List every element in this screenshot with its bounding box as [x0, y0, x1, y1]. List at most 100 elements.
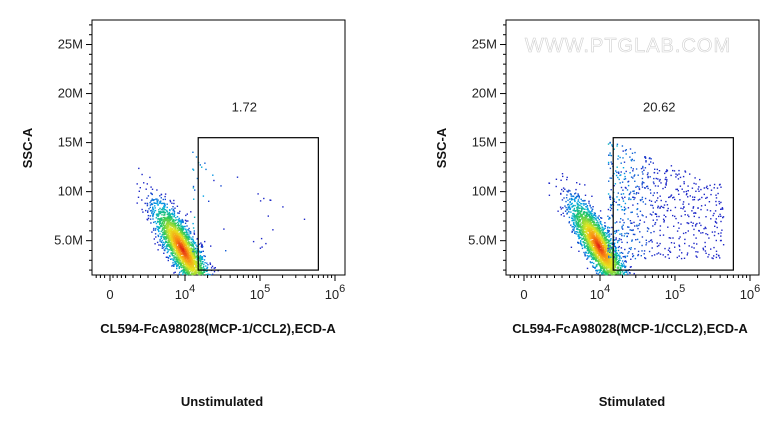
- event-dot: [617, 270, 619, 273]
- event-dot: [159, 202, 162, 204]
- event-dot: [580, 215, 582, 217]
- event-dot: [591, 208, 594, 210]
- event-dot: [647, 187, 649, 190]
- event-dot: [191, 256, 194, 258]
- event-dot: [686, 254, 688, 256]
- event-dot: [630, 229, 633, 231]
- event-dot: [180, 225, 183, 228]
- event-dot: [176, 252, 178, 254]
- event-dot: [166, 228, 168, 231]
- event-dot: [625, 271, 627, 273]
- event-dot: [594, 246, 596, 249]
- event-dot: [611, 247, 613, 249]
- event-dot: [583, 251, 585, 254]
- event-dot: [200, 262, 202, 265]
- event-dot: [601, 273, 603, 275]
- event-dot: [593, 237, 596, 240]
- event-dot: [602, 241, 605, 243]
- event-dot: [185, 259, 188, 261]
- event-dot: [182, 262, 184, 265]
- event-dot: [190, 257, 192, 259]
- event-dot: [604, 243, 607, 246]
- event-dot: [183, 259, 186, 262]
- event-dot: [604, 270, 606, 272]
- event-dot: [136, 183, 138, 185]
- event-dot: [721, 208, 723, 210]
- event-dot: [184, 231, 186, 234]
- event-dot: [138, 190, 140, 192]
- event-dot: [164, 203, 166, 205]
- event-dot: [170, 223, 173, 226]
- event-dot: [665, 216, 667, 218]
- event-dot: [178, 220, 180, 223]
- event-dot: [193, 267, 195, 270]
- event-dot: [182, 221, 184, 223]
- event-dot: [582, 220, 585, 223]
- event-dot: [181, 237, 183, 239]
- event-dot: [583, 234, 585, 236]
- event-dot: [156, 213, 158, 215]
- event-dot: [591, 222, 593, 224]
- event-dot: [190, 211, 192, 213]
- event-dot: [588, 220, 590, 223]
- event-dot: [187, 247, 189, 249]
- event-dot: [176, 256, 178, 258]
- event-dot: [582, 218, 584, 220]
- event-dot: [588, 246, 590, 248]
- event-dot: [198, 250, 201, 252]
- event-dot: [637, 174, 639, 176]
- event-dot: [152, 208, 155, 210]
- event-dot: [146, 218, 148, 221]
- event-dot: [169, 234, 171, 237]
- event-dot: [594, 258, 596, 260]
- event-dot: [617, 240, 619, 242]
- event-dot: [607, 264, 609, 266]
- event-dot: [677, 178, 680, 180]
- event-dot: [620, 186, 623, 189]
- event-dot: [571, 206, 573, 208]
- event-dot: [153, 227, 155, 230]
- event-dot: [715, 194, 717, 196]
- event-dot: [152, 199, 155, 202]
- event-dot: [151, 202, 153, 205]
- event-dot: [161, 247, 163, 249]
- event-dot: [576, 202, 578, 204]
- event-dot: [174, 261, 176, 263]
- event-dot: [192, 250, 194, 253]
- event-dot: [676, 230, 679, 232]
- event-dot: [605, 264, 607, 266]
- event-dot: [191, 248, 193, 250]
- event-dot: [192, 168, 194, 170]
- event-dot: [156, 226, 158, 228]
- event-dot: [164, 249, 166, 252]
- event-dot: [199, 273, 202, 275]
- event-dot: [185, 260, 188, 262]
- event-dot: [187, 249, 190, 252]
- event-dot: [666, 210, 669, 212]
- event-dot: [595, 247, 597, 249]
- event-dot: [581, 200, 583, 202]
- event-dot: [644, 156, 647, 159]
- event-dot: [589, 249, 591, 251]
- event-dot: [190, 266, 192, 268]
- event-dot: [610, 253, 613, 255]
- event-dot: [193, 257, 195, 260]
- event-dot: [182, 273, 184, 276]
- event-dot: [720, 220, 722, 223]
- event-dot: [176, 249, 179, 251]
- event-dot: [607, 242, 609, 244]
- event-dot: [187, 220, 189, 222]
- event-dot: [605, 262, 607, 265]
- event-dot: [627, 273, 629, 275]
- event-dot: [184, 257, 187, 259]
- event-dot: [594, 228, 597, 230]
- event-dot: [571, 226, 573, 228]
- event-dot: [631, 158, 633, 161]
- event-dot: [166, 245, 168, 247]
- event-dot: [624, 178, 627, 180]
- event-dot: [600, 250, 602, 252]
- event-dot: [585, 203, 587, 205]
- event-dot: [569, 193, 572, 195]
- event-dot: [170, 243, 172, 245]
- event-dot: [610, 161, 612, 163]
